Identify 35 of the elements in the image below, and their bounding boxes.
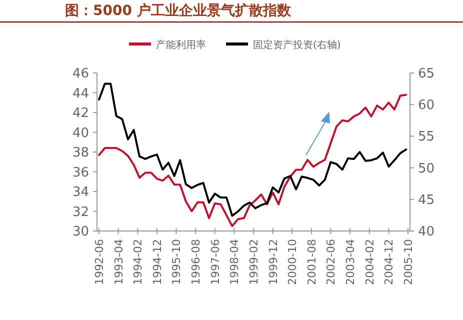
- y-tick-label: 46: [72, 66, 89, 82]
- legend-label: 固定资产投资(右轴): [253, 39, 341, 51]
- x-tick-label: 1998-04: [228, 239, 242, 285]
- y2-tick-label: 65: [418, 66, 435, 82]
- y2-tick-label: 45: [418, 192, 435, 208]
- legend-label: 产能利用率: [156, 39, 206, 51]
- x-tick-label: 1992-06: [93, 239, 106, 285]
- x-tick-label: 2004-12: [382, 239, 396, 285]
- x-tick-label: 1996-08: [190, 239, 203, 285]
- chart-title: 图：5000 户工业企业景气扩散指数: [65, 2, 292, 19]
- y-tick-label: 34: [72, 185, 89, 200]
- y-tick-label: 40: [72, 126, 89, 141]
- y-tick-label: 30: [72, 224, 89, 240]
- y2-tick-label: 55: [418, 130, 435, 145]
- y-tick-label: 36: [72, 165, 89, 180]
- x-tick-label: 2001-08: [305, 239, 318, 285]
- y2-tick-label: 60: [418, 98, 435, 114]
- x-tick-label: 1994-12: [150, 239, 164, 285]
- x-tick-label: 1995-10: [170, 239, 184, 285]
- x-tick-label: 2004-02: [363, 239, 376, 285]
- y2-tick-label: 40: [418, 224, 435, 240]
- x-tick-label: 1999-02: [248, 239, 261, 285]
- y2-tick-label: 50: [418, 161, 435, 176]
- x-tick-label: 1997-06: [208, 239, 222, 285]
- x-tick-label: 2005-10: [402, 239, 415, 285]
- x-tick-label: 2002-06: [324, 239, 338, 285]
- x-tick-label: 2000-10: [286, 239, 300, 285]
- x-tick-label: 2003-04: [344, 239, 358, 285]
- y-tick-label: 38: [72, 146, 89, 160]
- y-tick-label: 44: [72, 86, 89, 102]
- x-tick-label: 1993-04: [112, 239, 126, 285]
- x-tick-label: 1999-12: [266, 239, 280, 285]
- y-tick-label: 42: [72, 106, 89, 121]
- x-tick-label: 1994-02: [132, 239, 145, 285]
- y-tick-label: 32: [72, 204, 89, 220]
